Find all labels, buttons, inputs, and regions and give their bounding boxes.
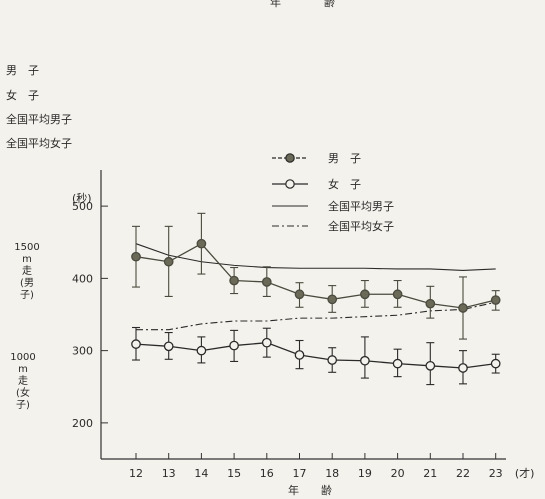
x-tick-label: 15 — [227, 467, 241, 480]
y-tick-label: 500 — [72, 200, 93, 213]
lower-side-gender-a: (女 — [16, 388, 30, 399]
x-tick-label: 20 — [391, 467, 405, 480]
data-point-female — [360, 355, 370, 366]
data-point-male — [131, 251, 141, 262]
lower-side-distance: 1000 — [10, 352, 36, 363]
data-point-male — [294, 289, 305, 300]
legend-marker-male — [285, 153, 295, 163]
legend-label: 全国平均女子 — [328, 219, 394, 233]
upper-side-distance: 1500 — [14, 242, 40, 253]
upper-side-unit: m — [22, 254, 32, 265]
legend-marker-female — [285, 179, 295, 189]
left-legend-item-female: 女 子 — [6, 89, 39, 102]
series-line-national-male — [135, 243, 496, 271]
y-axis-unit-label: (秒) — [72, 191, 92, 205]
x-axis-unit-label: (才) — [515, 466, 535, 480]
data-point-male — [490, 295, 501, 305]
upper-side-gender-b: 子) — [20, 290, 34, 301]
legend-label: 女 子 — [328, 177, 361, 191]
left-legend-item-national-female: 全国平均女子 — [6, 137, 72, 150]
y-tick-label: 200 — [72, 417, 93, 430]
data-point-female — [131, 339, 141, 349]
lower-side-gender-b: 子) — [16, 400, 30, 411]
upper-side-run: 走 — [22, 266, 32, 277]
x-tick-label: 19 — [358, 467, 372, 480]
data-point-male — [229, 275, 239, 286]
data-point-female — [490, 358, 501, 369]
x-tick-label: 18 — [325, 467, 339, 480]
data-point-male — [261, 277, 272, 287]
left-legend-item-male: 男 子 — [6, 64, 39, 77]
data-point-female — [425, 360, 436, 371]
x-tick-label: 14 — [194, 467, 208, 480]
data-point-female — [458, 363, 468, 373]
legend-label: 全国平均男子 — [328, 199, 394, 213]
data-point-male — [327, 294, 338, 305]
x-tick-label: 22 — [456, 467, 470, 480]
series-line-female — [135, 342, 496, 369]
x-tick-label: 21 — [423, 467, 437, 480]
data-point-female — [196, 345, 207, 356]
x-axis-title: 年 齢 — [288, 483, 332, 497]
x-tick-label: 13 — [162, 467, 176, 480]
header-age-label: 年 齢 — [270, 0, 351, 9]
data-point-male — [163, 256, 174, 267]
x-tick-label: 17 — [293, 467, 307, 480]
x-tick-label: 23 — [489, 467, 503, 480]
series-line-male — [135, 242, 496, 309]
data-point-female — [163, 341, 174, 352]
data-point-male — [458, 303, 468, 313]
y-tick-label: 400 — [72, 272, 93, 285]
legend-label: 男 子 — [328, 152, 361, 165]
x-tick-label: 16 — [260, 467, 274, 480]
lower-side-label: 1000 m 走 (女 子) — [10, 352, 36, 412]
data-point-male — [425, 298, 436, 309]
y-tick-label: 300 — [72, 345, 93, 358]
data-point-male — [360, 289, 370, 300]
data-point-female — [229, 340, 239, 351]
left-legend-item-national-male: 全国平均男子 — [6, 113, 72, 126]
data-point-female — [327, 355, 338, 365]
data-point-female — [392, 358, 403, 369]
lower-side-unit: m — [18, 364, 28, 375]
x-tick-label: 12 — [129, 467, 143, 480]
data-point-male — [196, 238, 207, 249]
series-line-national-female — [136, 301, 496, 331]
lower-side-run: 走 — [18, 376, 28, 387]
data-point-female — [261, 337, 272, 348]
data-point-female — [294, 350, 305, 360]
data-point-male — [392, 289, 403, 300]
upper-side-label: 1500 m 走 (男 子) — [14, 242, 40, 302]
upper-side-gender-a: (男 — [20, 278, 34, 289]
